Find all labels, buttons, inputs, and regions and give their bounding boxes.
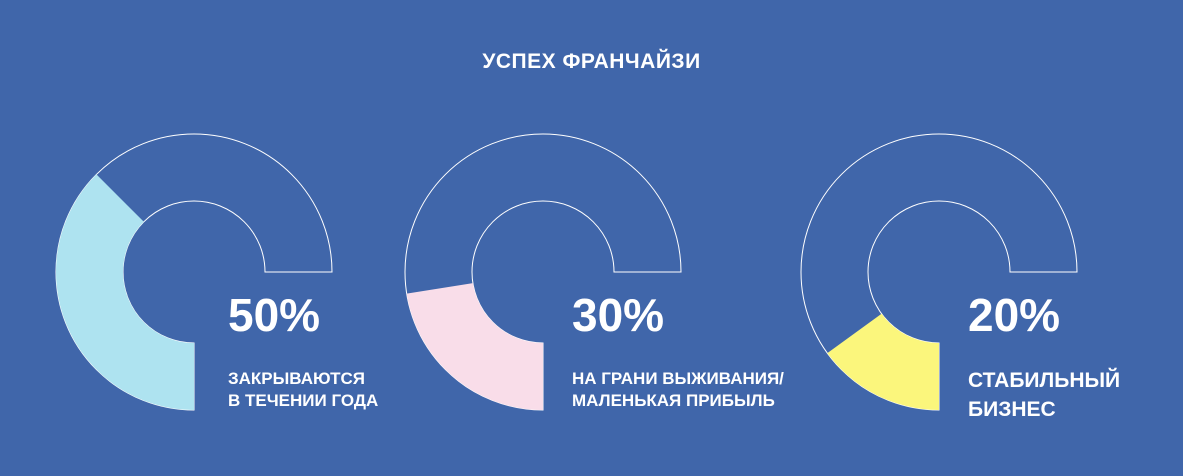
donut-track-stable <box>800 133 1078 411</box>
stat-caption-survival-line-1: НА ГРАНИ ВЫЖИВАНИЯ/ <box>572 369 784 388</box>
donut-segment-survival <box>406 283 543 410</box>
stat-block-closing: 50% ЗАКРЫВАЮТСЯ В ТЕЧЕНИИ ГОДА <box>228 292 378 412</box>
stat-value-survival: 30% <box>572 289 665 341</box>
stat-caption-stable-line-2: БИЗНЕС <box>968 398 1056 421</box>
stat-caption-survival-line-2: МАЛЕНЬКАЯ ПРИБЫЛЬ <box>572 391 775 410</box>
stat-block-survival: 30% НА ГРАНИ ВЫЖИВАНИЯ/ МАЛЕНЬКАЯ ПРИБЫЛ… <box>572 292 784 412</box>
donut-segment-closing <box>56 174 194 410</box>
stat-caption-closing-line-2: В ТЕЧЕНИИ ГОДА <box>228 391 379 410</box>
stat-caption-closing: ЗАКРЫВАЮТСЯ В ТЕЧЕНИИ ГОДА <box>228 368 378 412</box>
stat-caption-survival: НА ГРАНИ ВЫЖИВАНИЯ/ МАЛЕНЬКАЯ ПРИБЫЛЬ <box>572 368 784 412</box>
stat-caption-closing-line-1: ЗАКРЫВАЮТСЯ <box>228 369 365 388</box>
donut-segment-stable <box>827 313 939 410</box>
stat-value-stable: 20% <box>968 289 1061 341</box>
chart-title: УСПЕХ ФРАНЧАЙЗИ <box>482 50 701 73</box>
stat-block-stable: 20% СТАБИЛЬНЫЙ БИЗНЕС <box>968 292 1120 424</box>
stat-value-closing: 50% <box>228 289 321 341</box>
stat-caption-stable-line-1: СТАБИЛЬНЫЙ <box>968 369 1121 392</box>
stat-caption-stable: СТАБИЛЬНЫЙ БИЗНЕС <box>968 366 1120 424</box>
